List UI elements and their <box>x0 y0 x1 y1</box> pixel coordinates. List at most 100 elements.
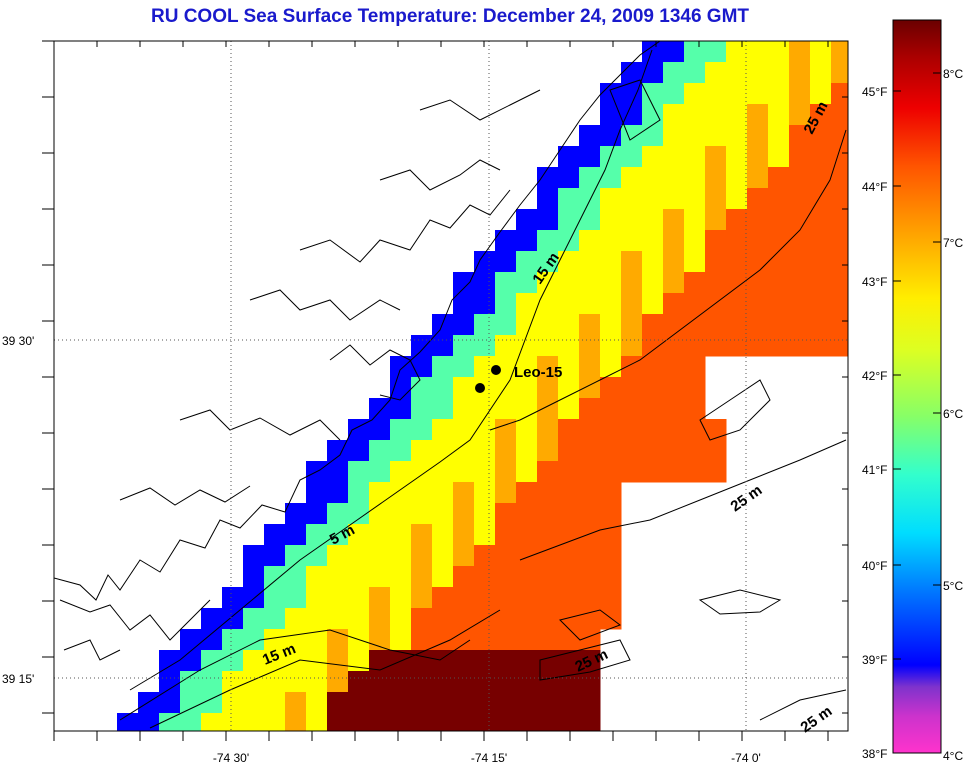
sst-cell <box>474 692 496 714</box>
sst-cell <box>495 377 517 399</box>
colorbar-c-label: 7°C <box>943 236 963 250</box>
sst-cell <box>390 398 412 420</box>
sst-cell <box>642 314 664 336</box>
sst-cell <box>642 209 664 231</box>
sst-cell <box>789 167 811 189</box>
sst-cell <box>306 482 328 504</box>
sst-cell <box>327 482 349 504</box>
sst-cell <box>621 356 643 378</box>
sst-cell <box>306 692 328 714</box>
sst-cell <box>663 125 685 147</box>
sst-cell <box>453 671 475 693</box>
sst-cell <box>600 398 622 420</box>
sst-cell <box>621 335 643 357</box>
sst-cell <box>516 503 538 525</box>
sst-cell <box>579 566 601 588</box>
sst-cell <box>432 545 454 567</box>
station-marker <box>475 383 485 393</box>
sst-cell <box>495 713 517 731</box>
sst-cell <box>516 251 538 273</box>
sst-cell <box>726 314 748 336</box>
sst-cell <box>495 440 517 462</box>
sst-cell <box>369 524 391 546</box>
sst-cell <box>684 83 706 105</box>
sst-cell <box>579 461 601 483</box>
sst-cell <box>306 524 328 546</box>
sst-cell <box>411 503 433 525</box>
sst-cell <box>558 713 580 731</box>
sst-cell <box>474 461 496 483</box>
sst-cell <box>495 251 517 273</box>
sst-cell <box>579 209 601 231</box>
sst-cell <box>558 230 580 252</box>
sst-cell <box>600 503 622 525</box>
sst-cell <box>789 251 811 273</box>
sst-cell <box>348 566 370 588</box>
sst-cell <box>390 377 412 399</box>
sst-cell <box>390 524 412 546</box>
sst-cell <box>411 545 433 567</box>
sst-cell <box>684 125 706 147</box>
sst-cell <box>390 503 412 525</box>
sst-cell <box>369 671 391 693</box>
sst-cell <box>579 188 601 210</box>
sst-cell <box>201 608 223 630</box>
sst-cell <box>285 524 307 546</box>
sst-cell <box>768 83 790 105</box>
sst-cell <box>726 62 748 84</box>
sst-cell <box>432 356 454 378</box>
sst-cell <box>474 314 496 336</box>
sst-cell <box>726 230 748 252</box>
sst-cell <box>537 503 559 525</box>
sst-cell <box>579 167 601 189</box>
sst-cell <box>537 650 559 672</box>
x-tick-label: -74 30' <box>213 751 249 765</box>
sst-cell <box>579 230 601 252</box>
sst-cell <box>747 209 769 231</box>
sst-cell <box>516 335 538 357</box>
sst-cell <box>663 41 685 63</box>
sst-cell <box>180 713 202 731</box>
sst-cell <box>789 125 811 147</box>
sst-cell <box>537 629 559 651</box>
sst-cell <box>558 629 580 651</box>
sst-cell <box>621 440 643 462</box>
sst-cell <box>285 608 307 630</box>
sst-cell <box>705 440 727 462</box>
sst-cell <box>411 461 433 483</box>
sst-cell <box>516 419 538 441</box>
sst-cell <box>810 167 832 189</box>
sst-cell <box>558 188 580 210</box>
sst-cell <box>789 293 811 315</box>
sst-cell <box>726 335 748 357</box>
sst-cell <box>453 713 475 731</box>
sst-cell <box>747 335 769 357</box>
x-tick-label: -74 0' <box>731 751 761 765</box>
sst-cell <box>453 335 475 357</box>
sst-cell <box>264 713 286 731</box>
sst-cell <box>579 146 601 168</box>
sst-cell <box>558 692 580 714</box>
sst-cell <box>684 272 706 294</box>
sst-cell <box>663 209 685 231</box>
sst-cell <box>810 125 832 147</box>
sst-cell <box>180 671 202 693</box>
colorbar-f-label: 42°F <box>862 369 887 383</box>
sst-cell <box>306 503 328 525</box>
sst-cell <box>369 692 391 714</box>
sst-cell <box>810 335 832 357</box>
sst-cell <box>831 272 848 294</box>
sst-cell <box>726 293 748 315</box>
sst-cell <box>663 272 685 294</box>
sst-cell <box>495 230 517 252</box>
sst-cell <box>411 356 433 378</box>
sst-cell <box>495 314 517 336</box>
sst-cell <box>579 503 601 525</box>
sst-cell <box>390 587 412 609</box>
station-marker <box>491 365 501 375</box>
sst-cell <box>390 566 412 588</box>
sst-cell <box>600 566 622 588</box>
sst-cell <box>537 293 559 315</box>
sst-cell <box>432 482 454 504</box>
